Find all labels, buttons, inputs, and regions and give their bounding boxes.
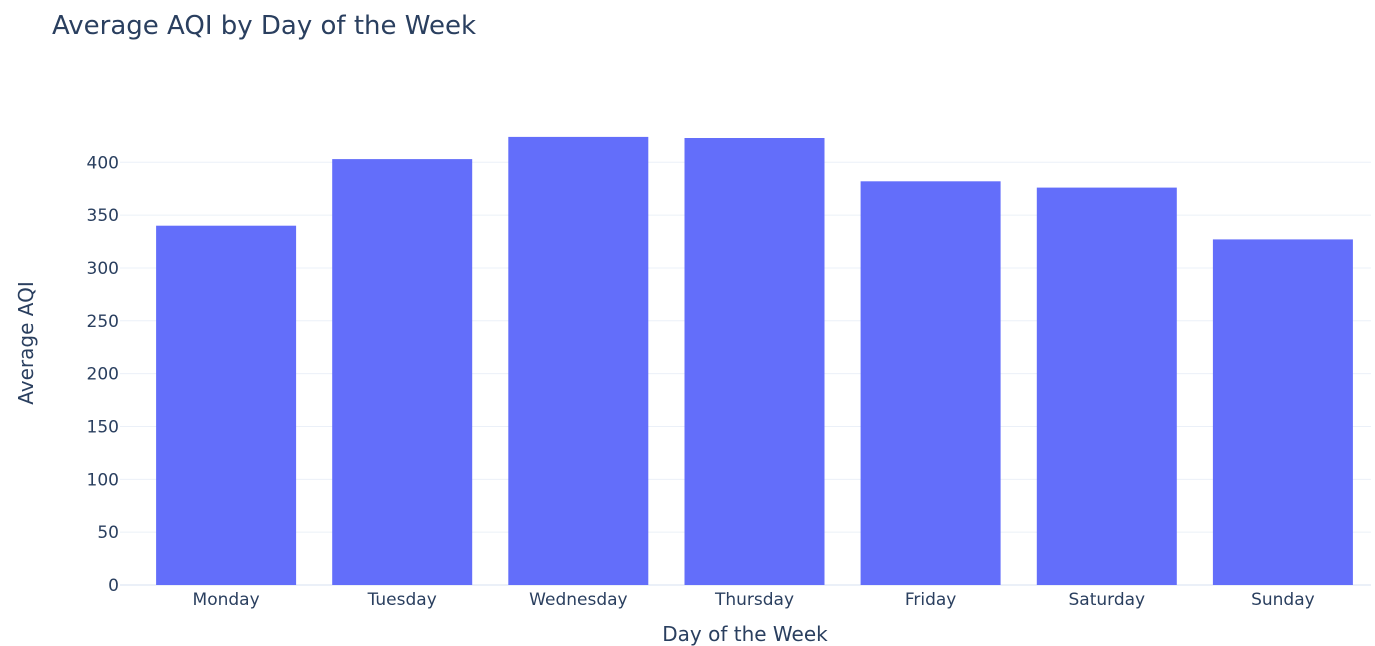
x-tick-label: Monday [193, 590, 260, 610]
bar-saturday[interactable] [1036, 187, 1177, 585]
x-axis-ticks: Monday Tuesday Wednesday Thursday Friday Satu… [193, 590, 1315, 610]
y-tick-label: 100 [87, 470, 119, 490]
y-tick-label: 250 [87, 312, 119, 332]
bars [156, 136, 1353, 586]
x-axis-title: Day of the Week [662, 622, 828, 646]
y-axis-title: Average AQI [14, 281, 38, 404]
y-tick-label: 150 [87, 417, 119, 437]
y-tick-label: 300 [87, 259, 119, 279]
y-tick-label: 0 [108, 576, 119, 596]
x-tick-label: Saturday [1068, 590, 1145, 610]
bar-friday[interactable] [860, 181, 1001, 586]
y-tick-label: 50 [97, 523, 119, 543]
y-tick-label: 400 [87, 153, 119, 173]
chart-title: Average AQI by Day of the Week [52, 11, 476, 41]
bar-tuesday[interactable] [332, 159, 473, 585]
x-tick-label: Tuesday [367, 590, 437, 610]
y-tick-label: 350 [87, 206, 119, 226]
x-tick-label: Thursday [714, 590, 794, 610]
x-tick-label: Friday [905, 590, 957, 610]
x-tick-label: Wednesday [529, 590, 627, 610]
bar-wednesday[interactable] [508, 136, 649, 585]
bar-sunday[interactable] [1212, 239, 1353, 585]
bar-monday[interactable] [156, 225, 297, 585]
y-tick-label: 200 [87, 365, 119, 385]
y-axis-ticks: 0 50 100 150 200 250 300 350 400 [87, 153, 119, 596]
bar-thursday[interactable] [684, 138, 825, 585]
x-tick-label: Sunday [1251, 590, 1315, 610]
